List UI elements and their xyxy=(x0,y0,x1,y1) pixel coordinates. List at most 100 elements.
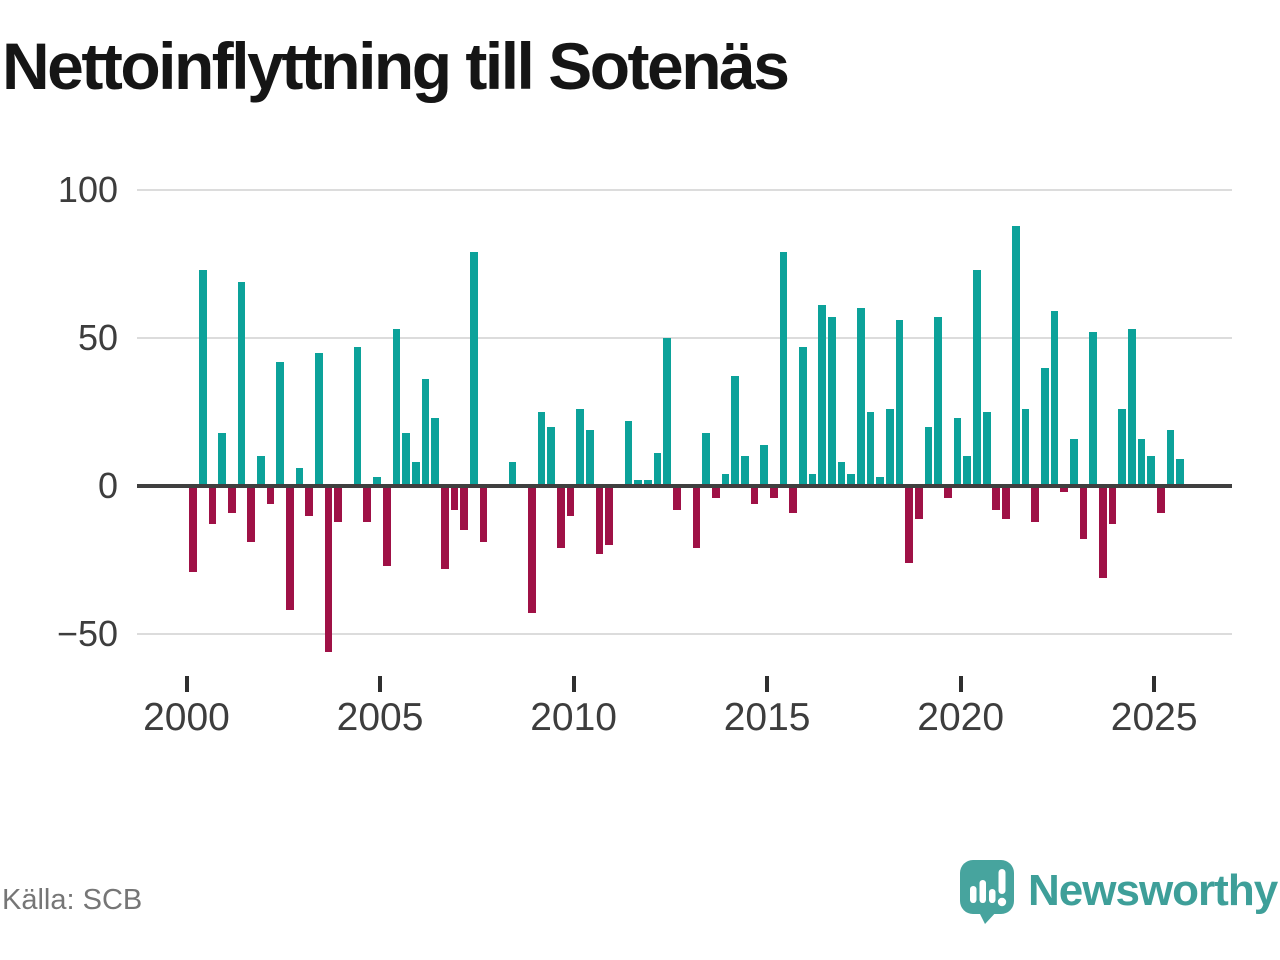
x-axis-tick-2025 xyxy=(1152,676,1157,692)
bar-2003-Q2 xyxy=(315,352,323,486)
bar-2016-Q1 xyxy=(808,474,817,486)
bar-2004-Q3 xyxy=(363,486,372,522)
bar-2010-Q3 xyxy=(595,486,604,555)
bar-2015-Q3 xyxy=(789,486,797,513)
bar-2011-Q2 xyxy=(624,420,633,486)
bar-2025-Q1 xyxy=(1157,486,1165,513)
bar-2018-Q3 xyxy=(905,486,914,563)
bar-2003-Q3 xyxy=(324,486,333,652)
bar-2013-Q3 xyxy=(711,486,720,498)
bar-2000-Q1 xyxy=(189,486,197,572)
bar-2007-Q1 xyxy=(460,486,468,531)
bar-2017-Q4 xyxy=(876,477,885,486)
bar-2001-Q3 xyxy=(247,486,256,543)
x-axis-tick-2005 xyxy=(378,676,383,692)
bar-2001-Q2 xyxy=(237,281,246,486)
bar-2016-Q2 xyxy=(818,305,826,486)
bar-2022-Q1 xyxy=(1040,367,1049,486)
y-axis-label-50: 50 xyxy=(77,317,118,358)
bar-2014-Q3 xyxy=(750,486,759,504)
bar-2009-Q4 xyxy=(566,486,575,516)
page-title: Nettoinflyttning till Sotenäs xyxy=(2,29,790,103)
bar-2002-Q2 xyxy=(276,361,285,486)
bar-2014-Q2 xyxy=(740,456,749,486)
bar-2011-Q4 xyxy=(644,480,652,486)
bar-2022-Q4 xyxy=(1069,438,1078,486)
bar-2019-Q3 xyxy=(944,486,952,498)
bar-2002-Q1 xyxy=(266,486,275,504)
x-axis-tick-2010 xyxy=(571,676,576,692)
bar-2012-Q3 xyxy=(673,486,681,510)
newsworthy-logo-icon xyxy=(960,860,1014,924)
x-axis-label-2005: 2005 xyxy=(336,696,424,739)
bar-2002-Q4 xyxy=(295,468,304,486)
bar-2025-Q3 xyxy=(1176,459,1185,486)
bar-2012-Q1 xyxy=(653,453,662,486)
bar-2023-Q1 xyxy=(1079,486,1088,540)
bar-2013-Q4 xyxy=(721,474,730,486)
bar-2005-Q3 xyxy=(402,432,410,486)
bar-2006-Q3 xyxy=(440,486,449,569)
bar-2006-Q1 xyxy=(421,379,430,486)
bar-2021-Q4 xyxy=(1031,486,1039,522)
bar-2017-Q1 xyxy=(847,474,856,486)
bar-2022-Q2 xyxy=(1050,311,1059,486)
bar-2017-Q3 xyxy=(866,412,875,486)
bar-2017-Q2 xyxy=(857,308,865,486)
bar-2010-Q1 xyxy=(576,409,585,486)
bar-2003-Q4 xyxy=(334,486,343,522)
bar-2000-Q3 xyxy=(208,486,217,525)
bar-2023-Q4 xyxy=(1108,486,1117,525)
y-axis-label--50: −50 xyxy=(56,613,118,654)
bar-2006-Q2 xyxy=(431,417,439,486)
bar-2018-Q1 xyxy=(886,409,894,486)
bar-2020-Q3 xyxy=(982,412,991,486)
x-axis-label-2020: 2020 xyxy=(917,696,1005,739)
bar-2015-Q2 xyxy=(779,252,788,486)
bar-2001-Q4 xyxy=(257,456,265,486)
bar-2019-Q1 xyxy=(924,426,933,486)
bar-2024-Q1 xyxy=(1118,409,1126,486)
bar-2018-Q2 xyxy=(895,320,904,486)
x-axis-tick-2020 xyxy=(958,676,963,692)
x-axis-label-2015: 2015 xyxy=(723,696,811,739)
bar-2020-Q1 xyxy=(963,456,972,486)
x-axis-label-2010: 2010 xyxy=(530,696,617,739)
y-axis-label-0: 0 xyxy=(97,465,118,506)
bar-2020-Q2 xyxy=(973,269,981,486)
bar-2009-Q3 xyxy=(557,486,565,549)
bar-2010-Q4 xyxy=(605,486,614,546)
bar-2021-Q2 xyxy=(1011,225,1020,486)
bar-2011-Q3 xyxy=(634,480,643,486)
bar-2019-Q4 xyxy=(953,417,962,486)
bar-2024-Q3 xyxy=(1137,438,1146,486)
bar-2000-Q4 xyxy=(218,432,227,486)
bar-2012-Q2 xyxy=(663,338,672,486)
gridline-y--50 xyxy=(137,633,1232,635)
gridline-y-100 xyxy=(137,189,1232,191)
bar-2013-Q1 xyxy=(692,486,701,549)
bar-2005-Q2 xyxy=(392,329,401,486)
bar-2005-Q4 xyxy=(411,462,420,486)
bar-2009-Q2 xyxy=(547,426,556,486)
bar-2008-Q4 xyxy=(527,486,536,614)
bar-2022-Q3 xyxy=(1060,486,1068,492)
zero-line xyxy=(137,484,1232,488)
bar-2014-Q4 xyxy=(760,444,768,486)
bar-2004-Q2 xyxy=(353,346,362,486)
bar-2013-Q2 xyxy=(702,432,710,486)
bar-2006-Q4 xyxy=(450,486,459,510)
bar-2009-Q1 xyxy=(537,412,546,486)
bar-2024-Q4 xyxy=(1147,456,1155,486)
bar-2000-Q2 xyxy=(198,269,207,486)
source-label: Källa: SCB xyxy=(2,884,143,916)
gridline-y-50 xyxy=(137,337,1232,339)
bar-2007-Q3 xyxy=(479,486,488,543)
bar-2016-Q3 xyxy=(827,317,836,486)
bar-2010-Q2 xyxy=(586,429,594,486)
x-axis-tick-2000 xyxy=(184,676,189,692)
bar-2018-Q4 xyxy=(915,486,923,519)
x-axis-label-2025: 2025 xyxy=(1110,696,1198,739)
bar-2023-Q3 xyxy=(1098,486,1107,578)
